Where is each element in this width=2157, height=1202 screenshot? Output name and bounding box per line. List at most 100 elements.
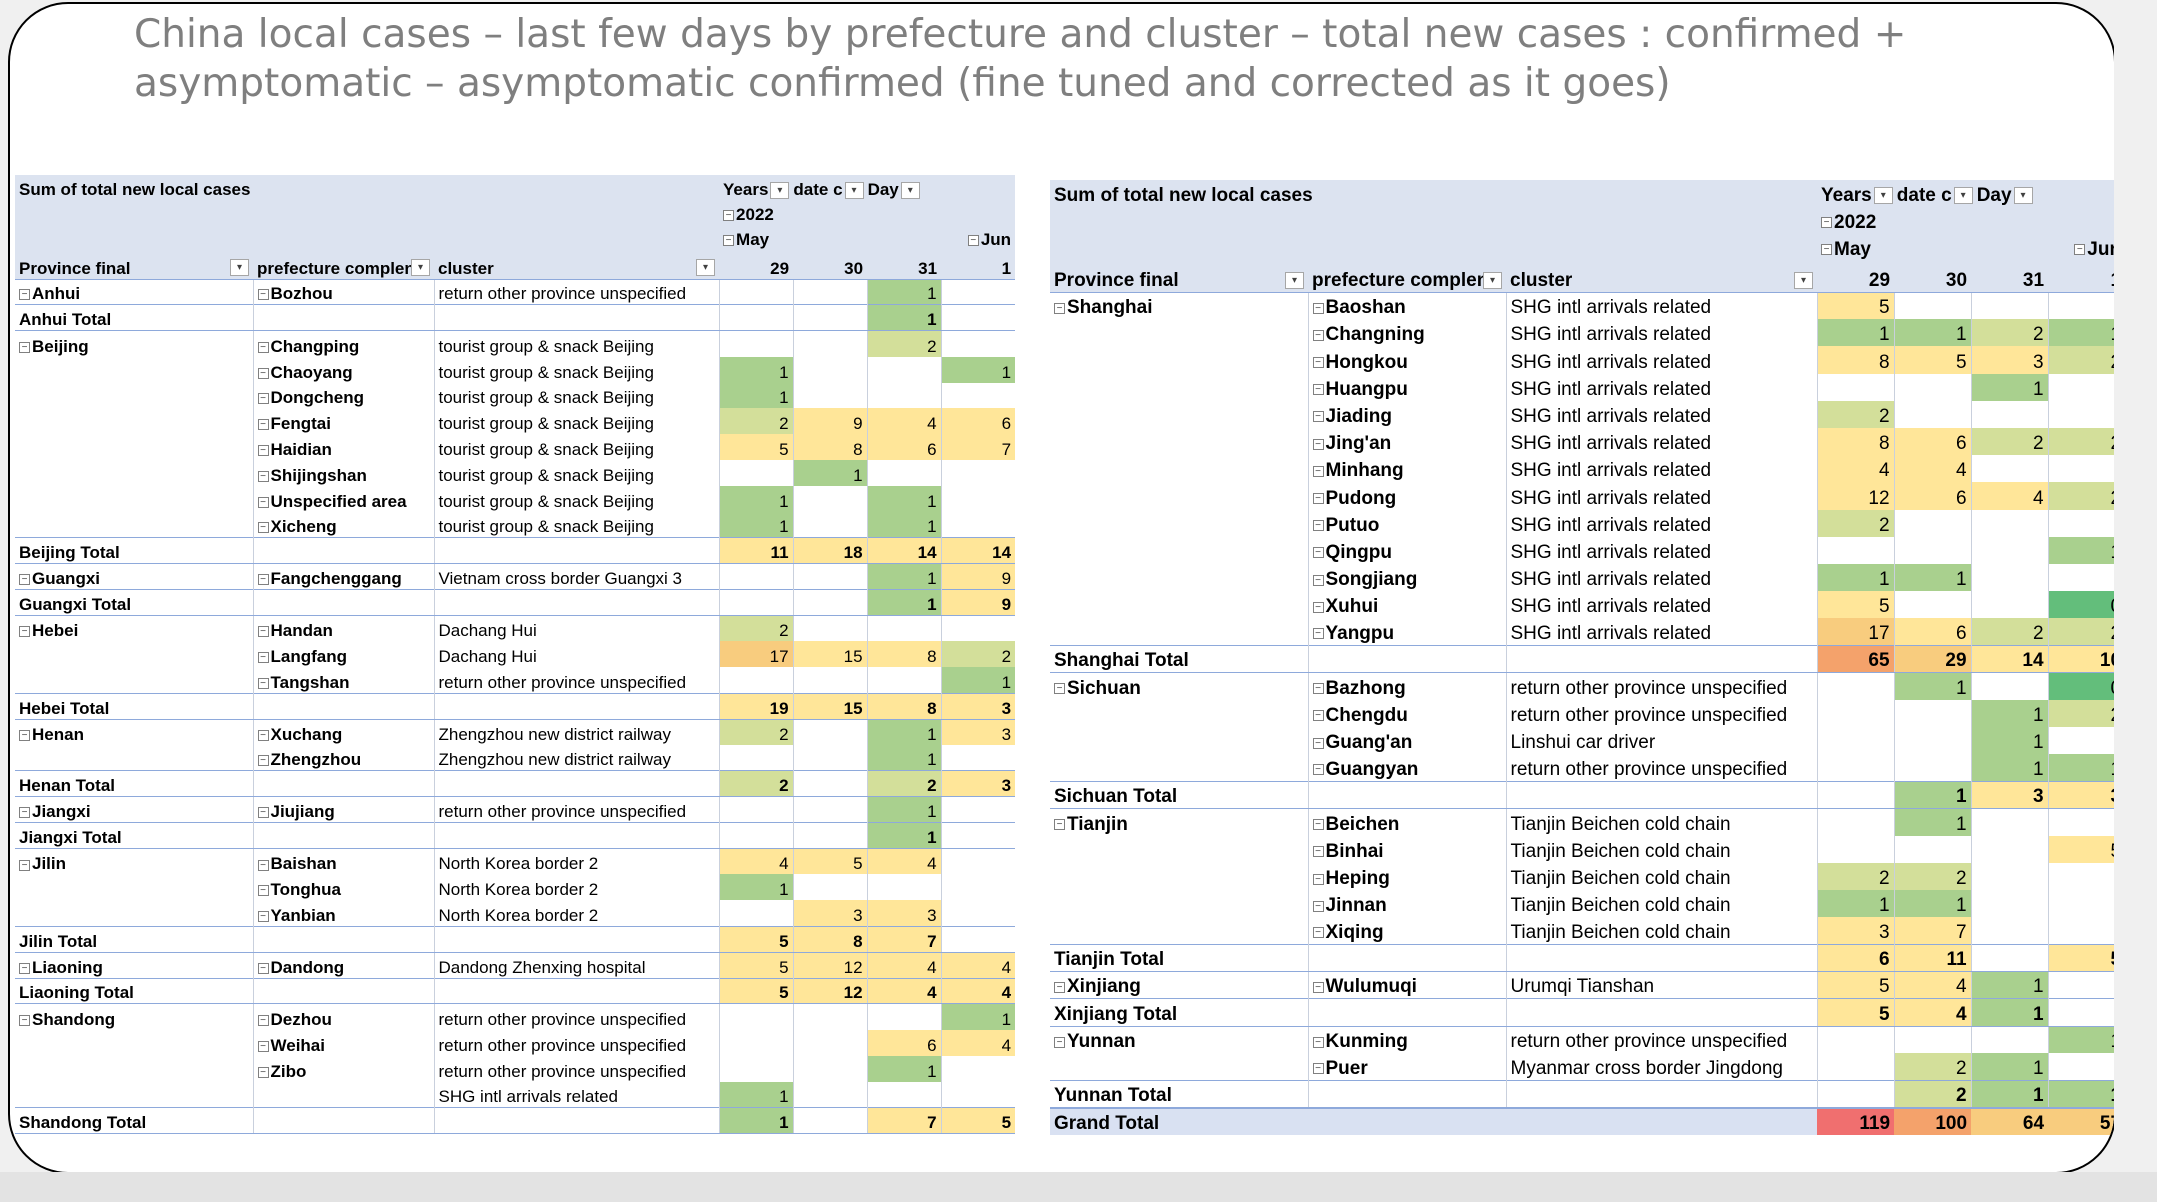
prefecture-cell[interactable]: − Bazhong <box>1307 672 1506 700</box>
prefecture-cell[interactable]: − Huangpu <box>1307 373 1506 401</box>
expand-collapse-icon[interactable]: − <box>2074 244 2086 256</box>
year-2022-header[interactable]: −2022 <box>1817 207 2114 234</box>
expand-collapse-icon[interactable]: − <box>1312 846 1324 858</box>
prefecture-cell[interactable]: − Hongkou <box>1307 346 1506 374</box>
expand-collapse-icon[interactable]: − <box>1312 900 1324 912</box>
expand-collapse-icon[interactable]: − <box>19 341 30 353</box>
expand-collapse-icon[interactable]: − <box>1054 819 1065 831</box>
expand-collapse-icon[interactable]: − <box>1312 438 1324 450</box>
province-cell[interactable]: − Jiangxi <box>15 796 253 823</box>
expand-collapse-icon[interactable]: − <box>257 471 269 483</box>
expand-collapse-icon[interactable]: − <box>257 419 269 431</box>
prefecture-cell[interactable]: − Qingpu <box>1307 536 1506 564</box>
expand-collapse-icon[interactable]: − <box>257 341 269 353</box>
cluster-field-header[interactable]: cluster ▾ <box>434 250 720 279</box>
dropdown-arrow-icon[interactable]: ▾ <box>1285 271 1304 289</box>
prefecture-cell[interactable]: − Chengdu <box>1307 699 1506 727</box>
expand-collapse-icon[interactable]: − <box>967 235 979 247</box>
expand-collapse-icon[interactable]: − <box>1312 601 1324 613</box>
expand-collapse-icon[interactable]: − <box>257 497 269 509</box>
expand-collapse-icon[interactable]: − <box>257 1014 269 1026</box>
expand-collapse-icon[interactable]: − <box>1054 302 1065 314</box>
province-cell[interactable]: − Xinjiang <box>1050 971 1308 999</box>
province-cell[interactable]: − Beijing <box>15 330 253 357</box>
prefecture-cell[interactable]: − Zibo <box>252 1055 434 1082</box>
expand-collapse-icon[interactable]: − <box>19 807 30 819</box>
province-cell[interactable]: − Tianjin <box>1050 808 1308 836</box>
prefecture-cell[interactable]: − Puer <box>1307 1053 1506 1081</box>
prefecture-cell[interactable]: − Yangpu <box>1307 618 1506 646</box>
expand-collapse-icon[interactable]: − <box>257 522 269 534</box>
province-cell[interactable]: − Jilin <box>15 848 253 875</box>
expand-collapse-icon[interactable]: − <box>1312 873 1324 885</box>
prefecture-cell[interactable]: − Jing'an <box>1307 427 1506 456</box>
expand-collapse-icon[interactable]: − <box>1312 981 1324 993</box>
expand-collapse-icon[interactable]: − <box>1312 329 1324 341</box>
expand-collapse-icon[interactable]: − <box>257 755 269 767</box>
filter-icon[interactable]: ▾ <box>770 182 790 200</box>
dropdown-arrow-icon[interactable]: ▾ <box>900 182 920 200</box>
expand-collapse-icon[interactable]: − <box>257 859 269 871</box>
filter-icon[interactable]: ▾ <box>844 182 864 200</box>
prefecture-cell[interactable]: − Fangchenggang <box>252 563 434 590</box>
month-may-header[interactable]: − May <box>1817 234 2049 261</box>
expand-collapse-icon[interactable]: − <box>1312 384 1324 396</box>
prefecture-cell[interactable]: − Weihai <box>252 1029 434 1056</box>
prefecture-cell[interactable]: − Putuo <box>1307 509 1506 537</box>
prefecture-cell[interactable]: − Jinnan <box>1307 890 1506 918</box>
left-pivot-table[interactable]: Sum of total new local cases Years ▾ date c… <box>15 175 1016 1134</box>
expand-collapse-icon[interactable]: − <box>1312 1063 1324 1075</box>
expand-collapse-icon[interactable]: − <box>19 574 30 586</box>
expand-collapse-icon[interactable]: − <box>19 626 30 638</box>
prefecture-cell[interactable]: − Chaoyang <box>252 356 434 383</box>
expand-collapse-icon[interactable]: − <box>1312 520 1324 532</box>
dropdown-arrow-icon[interactable]: ▾ <box>696 258 716 276</box>
province-cell[interactable]: − Henan <box>15 719 253 746</box>
prefecture-cell[interactable]: − Pudong <box>1307 482 1506 510</box>
prefecture-cell[interactable]: − Kunming <box>1307 1026 1506 1054</box>
province-cell[interactable]: − Shanghai <box>1050 291 1308 320</box>
month-may-header[interactable]: − May <box>719 225 942 250</box>
dropdown-arrow-icon[interactable]: ▾ <box>411 258 430 276</box>
expand-collapse-icon[interactable]: − <box>1312 411 1324 423</box>
prefecture-cell[interactable]: − Langfang <box>252 641 434 668</box>
province-cell[interactable]: − Anhui <box>15 278 253 305</box>
expand-collapse-icon[interactable]: − <box>257 962 269 974</box>
prefecture-cell[interactable]: − Heping <box>1307 862 1506 891</box>
prefecture-cell[interactable]: − Dongcheng <box>252 382 434 409</box>
province-cell[interactable]: − Sichuan <box>1050 672 1308 700</box>
province-cell[interactable]: − Guangxi <box>15 563 253 590</box>
cluster-field-header[interactable]: cluster ▾ <box>1506 261 1818 292</box>
expand-collapse-icon[interactable]: − <box>257 807 269 819</box>
prefecture-cell[interactable]: − Guang'an <box>1307 727 1506 755</box>
dropdown-arrow-icon[interactable]: ▾ <box>230 258 249 276</box>
expand-collapse-icon[interactable]: − <box>1312 574 1324 586</box>
prefecture-cell[interactable]: − Fengtai <box>252 408 434 435</box>
prefecture-cell[interactable]: − Changping <box>252 330 434 357</box>
expand-collapse-icon[interactable]: − <box>1312 683 1324 695</box>
dropdown-arrow-icon[interactable]: ▾ <box>1483 271 1502 289</box>
expand-collapse-icon[interactable]: − <box>723 210 735 222</box>
province-field-header[interactable]: Province final ▾ <box>1050 261 1308 292</box>
expand-collapse-icon[interactable]: − <box>257 574 269 586</box>
prefecture-field-header[interactable]: prefecture complen ▾ <box>1308 261 1506 292</box>
expand-collapse-icon[interactable]: − <box>257 393 269 405</box>
expand-collapse-icon[interactable]: − <box>257 652 269 664</box>
prefecture-cell[interactable]: − Xicheng <box>252 512 434 538</box>
expand-collapse-icon[interactable]: − <box>257 730 269 742</box>
years-filter[interactable]: Years ▾ date c ▾ Day ▾ <box>1817 180 2114 207</box>
expand-collapse-icon[interactable]: − <box>257 289 269 301</box>
prefecture-cell[interactable]: − Tangshan <box>252 667 434 694</box>
province-field-header[interactable]: Province final ▾ <box>15 250 253 279</box>
prefecture-cell[interactable]: − Xuchang <box>252 719 434 746</box>
prefecture-cell[interactable]: − Baishan <box>252 848 434 875</box>
province-cell[interactable]: − Shandong <box>15 1003 253 1030</box>
prefecture-cell[interactable]: − Dandong <box>252 952 434 979</box>
province-cell[interactable]: − Hebei <box>15 615 253 642</box>
prefecture-cell[interactable]: − Haidian <box>252 434 434 461</box>
prefecture-cell[interactable]: − Zhengzhou <box>252 745 434 771</box>
years-filter[interactable]: Years ▾ date c ▾ Day ▾ <box>719 175 1016 200</box>
prefecture-cell[interactable]: − Wulumuqi <box>1307 971 1506 999</box>
prefecture-cell[interactable]: − Guangyan <box>1307 754 1506 782</box>
expand-collapse-icon[interactable]: − <box>257 367 269 379</box>
